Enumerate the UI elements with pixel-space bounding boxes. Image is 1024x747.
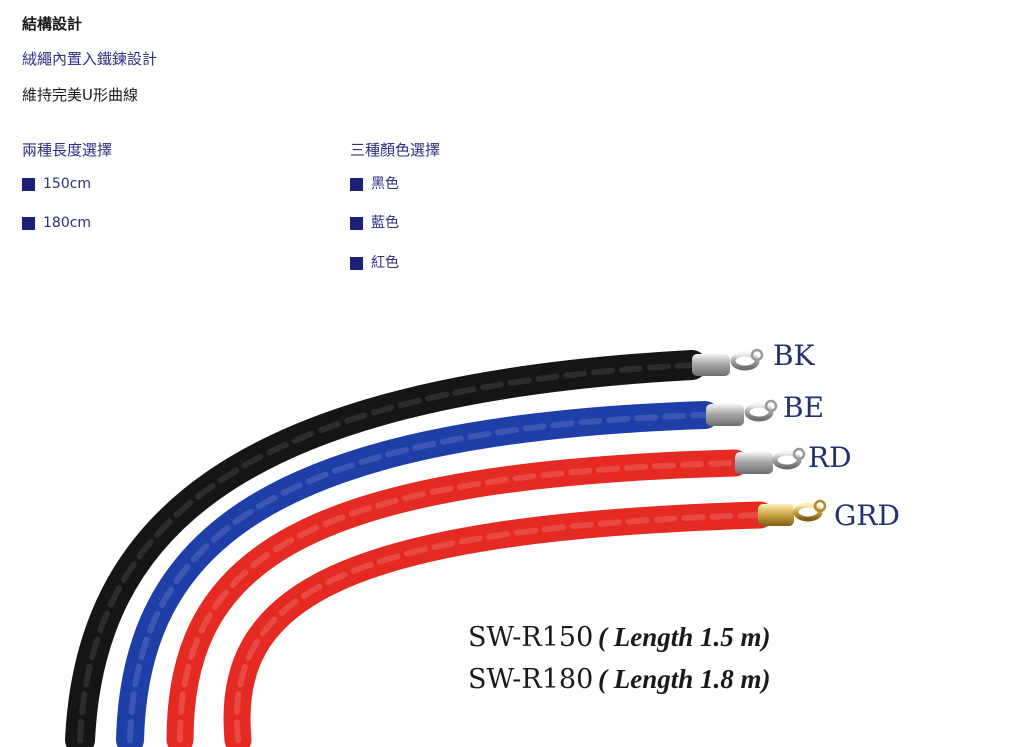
model-length-r180: ( Length 1.8 m) (598, 664, 771, 694)
bullet-square-icon (22, 177, 35, 191)
rope-red-gold (223, 501, 774, 747)
length-option-150: 150cm (22, 175, 91, 193)
color-option-blue: 藍色 (350, 214, 399, 232)
hook-black (692, 348, 764, 376)
bullet-square-icon (350, 216, 363, 230)
model-code-r150: SW-R150 (468, 622, 593, 653)
bullet-square-icon (22, 216, 35, 230)
hook-red (735, 447, 806, 474)
hook-blue (706, 399, 778, 426)
structure-title: 結構設計 (22, 15, 83, 33)
hook-gold (758, 499, 827, 526)
rope-label-grd: GRD (834, 499, 900, 532)
color-option-label: 黑色 (371, 176, 399, 192)
length-option-label: 150cm (43, 176, 92, 192)
bullet-square-icon (350, 256, 363, 270)
product-image: BK BE RD GRD SW-R150 ( Length 1.5 m) SW-… (0, 300, 1024, 747)
rope-blue (116, 401, 719, 747)
model-length-r150: ( Length 1.5 m) (598, 622, 771, 652)
length-options-heading: 兩種長度選擇 (22, 141, 113, 159)
color-options-heading: 三種顏色選擇 (350, 141, 441, 159)
color-option-label: 紅色 (371, 255, 399, 271)
velvet-ropes-illustration: BK BE RD GRD SW-R150 ( Length 1.5 m) SW-… (65, 339, 900, 747)
model-code-r180: SW-R180 (468, 664, 593, 695)
rope-label-rd: RD (808, 441, 852, 474)
rope-red (166, 449, 749, 747)
color-option-label: 藍色 (371, 215, 399, 231)
rope-black (65, 350, 707, 747)
rope-label-be: BE (783, 391, 824, 424)
structure-line-1: 絨繩內置入鐵鍊設計 (22, 50, 158, 68)
bullet-square-icon (350, 177, 363, 191)
color-option-red: 紅色 (350, 254, 399, 272)
structure-line-2: 維持完美U形曲線 (22, 86, 138, 104)
length-option-label: 180cm (43, 215, 92, 231)
color-option-black: 黑色 (350, 175, 399, 193)
length-option-180: 180cm (22, 214, 91, 232)
rope-label-bk: BK (773, 339, 816, 372)
